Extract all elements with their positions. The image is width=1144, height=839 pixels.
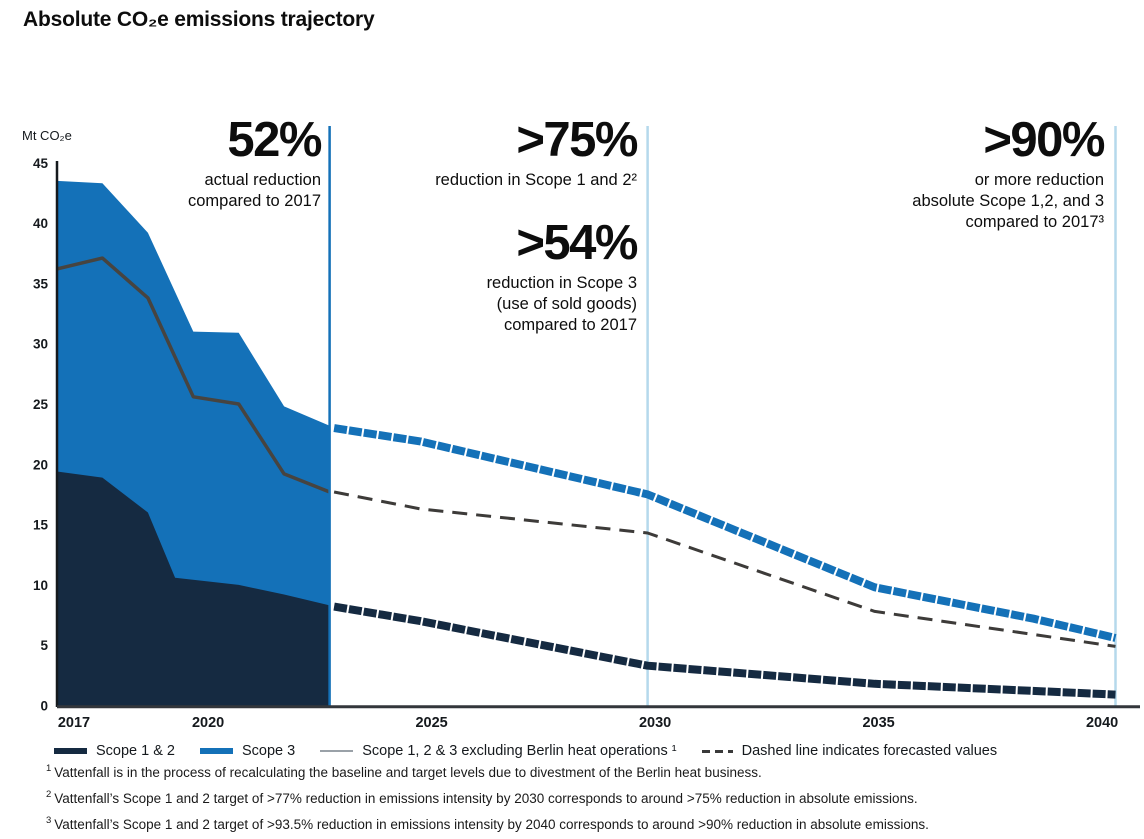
annotation-52-percent: 52% actual reduction compared to 2017 — [187, 113, 323, 212]
x-tick-label: 2035 — [862, 715, 894, 731]
y-axis-unit-label: Mt CO₂e — [22, 128, 72, 143]
annotation-75-percent: >75% reduction in Scope 1 and 2² — [435, 113, 638, 191]
y-tick-label: 40 — [33, 216, 48, 231]
forecast-line-0 — [333, 424, 1117, 642]
footnote-text: Vattenfall’s Scope 1 and 2 target of >93… — [54, 817, 929, 832]
x-tick-label: 2017 — [58, 715, 90, 731]
legend-label: Scope 3 — [242, 743, 296, 759]
gray-line-swatch-icon — [320, 750, 354, 752]
footnote-marker: 3 — [46, 815, 52, 826]
y-tick-label: 0 — [40, 699, 48, 714]
y-tick-label: 25 — [33, 397, 49, 412]
footnote-text: Vattenfall is in the process of recalcul… — [54, 765, 762, 780]
footnote-3: 3 Vattenfall’s Scope 1 and 2 target of >9… — [46, 815, 929, 832]
annotation-text: or more reduction — [974, 171, 1104, 189]
annotation-text: compared to 2017 — [187, 192, 321, 210]
x-tick-label: 2040 — [1086, 715, 1118, 731]
annotation-text: (use of sold goods) — [496, 295, 637, 313]
annotation-text: absolute Scope 1,2, and 3 — [912, 192, 1104, 210]
annotation-90-percent: >90% or more reduction absolute Scope 1,… — [912, 113, 1105, 233]
legend-label: Dashed line indicates forecasted values — [741, 743, 998, 759]
forecast-line-1 — [333, 602, 1116, 699]
y-tick-label: 5 — [40, 638, 48, 653]
annotation-text: reduction in Scope 3 — [486, 274, 637, 292]
area-series-1 — [57, 471, 330, 706]
legend-item-scope-3: Scope 3 — [200, 743, 295, 759]
footnote-text: Vattenfall’s Scope 1 and 2 target of >77… — [54, 791, 918, 806]
legend-label: Scope 1 & 2 — [96, 743, 175, 759]
annotation-text: compared to 2017³ — [965, 213, 1104, 231]
footnote-1: 1 Vattenfall is in the process of recalcu… — [46, 763, 762, 780]
annotation-54-percent: >54% reduction in Scope 3 (use of sold g… — [486, 216, 639, 336]
gray-line-series-0 — [56, 256, 331, 494]
x-tick-label: 2020 — [192, 715, 224, 731]
y-tick-label: 10 — [33, 578, 48, 593]
annotation-value: >90% — [983, 113, 1105, 167]
annotation-text: compared to 2017 — [503, 316, 637, 334]
footnote-2: 2 Vattenfall’s Scope 1 and 2 target of >7… — [46, 789, 918, 806]
y-tick-label: 35 — [33, 276, 49, 291]
x-tick-label: 2030 — [639, 715, 671, 731]
x-tick-label: 2025 — [415, 715, 447, 731]
dashed-line-swatch-icon — [701, 749, 733, 753]
y-tick-label: 45 — [33, 156, 49, 171]
annotation-text: reduction in Scope 1 and 2² — [435, 171, 637, 189]
chart-legend: Scope 1 & 2 Scope 3 Scope 1, 2 & 3 exclu… — [54, 743, 997, 759]
legend-item-excl-berlin: Scope 1, 2 & 3 excluding Berlin heat ope… — [320, 743, 677, 759]
y-tick-label: 20 — [33, 457, 48, 472]
forecast-line-2 — [333, 490, 1116, 648]
footnote-marker: 1 — [46, 763, 52, 774]
y-tick-label: 15 — [33, 518, 49, 533]
annotation-value: >75% — [516, 113, 638, 167]
annotation-value: 52% — [227, 113, 322, 167]
annotation-text: actual reduction — [204, 171, 322, 189]
footnote-marker: 2 — [46, 789, 52, 800]
scope-3-swatch-icon — [200, 748, 233, 754]
y-tick-label: 30 — [33, 337, 48, 352]
page-title: Absolute CO₂e emissions trajectory — [23, 8, 375, 31]
legend-item-forecast: Dashed line indicates forecasted values — [701, 743, 998, 759]
scope-1-2-swatch-icon — [54, 748, 87, 754]
legend-item-scope-1-2: Scope 1 & 2 — [54, 743, 175, 759]
legend-label: Scope 1, 2 & 3 excluding Berlin heat ope… — [362, 743, 677, 759]
annotation-value: >54% — [516, 216, 638, 270]
